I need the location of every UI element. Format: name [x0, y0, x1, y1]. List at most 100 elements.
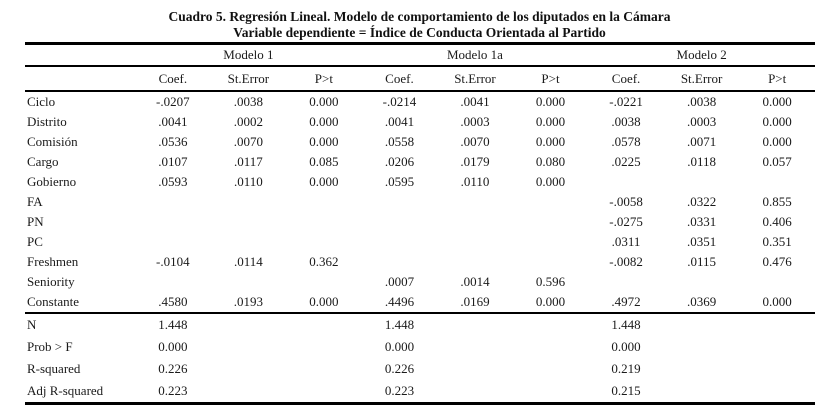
value-cell: .0071: [686, 134, 717, 150]
row-label: N: [27, 317, 37, 333]
value-cell: [362, 212, 438, 232]
model-stats-rows: N 1.448 1.448 1.448 Prob > F 0.000 0.000 0.000 R…: [25, 313, 815, 405]
value-cell: [211, 212, 287, 232]
value-cell: 0.223: [361, 380, 438, 405]
value-cell: [513, 336, 589, 358]
value-cell: 0.057: [762, 154, 792, 170]
coef-header: Coef.: [135, 66, 211, 93]
value-cell: .0536: [158, 134, 188, 150]
value-cell: 0.226: [384, 361, 415, 377]
value-cell: .0311: [611, 234, 641, 250]
value-cell: 0.215: [588, 380, 664, 405]
value-cell: .0322: [686, 194, 717, 210]
value-cell: [286, 272, 362, 292]
value-cell: 0.000: [309, 114, 339, 130]
value-cell: -.0058: [609, 194, 643, 210]
value-cell: 0.223: [135, 380, 211, 405]
sterror-header: St.Error: [663, 66, 740, 93]
value-cell: .0193: [210, 292, 287, 315]
value-cell: .4580: [135, 292, 211, 315]
value-cell: .0038: [611, 114, 641, 130]
value-cell: [664, 358, 740, 380]
value-cell: .0002: [233, 114, 263, 130]
value-cell: .0107: [158, 154, 188, 170]
value-cell: [437, 212, 513, 232]
value-cell: .0110: [460, 174, 490, 190]
value-cell: [211, 358, 287, 380]
row-label: Cargo: [27, 154, 59, 170]
value-cell: 0.000: [739, 292, 815, 315]
column-header-row: Coef. St.Error P>t Coef. St.Error P>t Co…: [25, 66, 815, 93]
value-cell: [286, 336, 362, 358]
value-cell: [211, 232, 287, 252]
value-cell: 0.000: [535, 94, 566, 110]
value-cell: [437, 192, 513, 212]
table-row: PC .0311 .0351 0.351: [25, 232, 815, 252]
value-cell: -.0207: [156, 94, 190, 110]
table-row: N 1.448 1.448 1.448: [25, 313, 815, 336]
table-title-line1: Cuadro 5. Regresión Lineal. Modelo de co…: [168, 9, 671, 24]
value-cell: .0206: [384, 154, 415, 170]
value-cell: .0225: [611, 154, 641, 170]
sterror-header: St.Error: [210, 66, 287, 93]
value-cell: 0.000: [309, 94, 339, 110]
value-cell: [512, 380, 589, 405]
value-cell: 0.000: [762, 114, 792, 130]
pt-header: P>t: [512, 66, 589, 93]
value-cell: .0578: [611, 134, 641, 150]
row-label: Gobierno: [27, 174, 77, 190]
value-cell: [739, 313, 815, 336]
row-label: Seniority: [27, 274, 75, 290]
value-cell: .0331: [686, 214, 717, 230]
value-cell: [664, 272, 740, 292]
table-row: Constante .4580.0193 0.000.4496.0169 0.000.…: [25, 292, 815, 315]
value-cell: 1.448: [611, 317, 641, 333]
model-1a-header: Modelo 1a: [361, 43, 589, 68]
table-row: Freshmen -.0104 .0114 0.362 -.0082 .0115 0.476: [25, 252, 815, 272]
value-cell: [211, 272, 287, 292]
row-label: R-squared: [27, 361, 81, 377]
value-cell: [664, 336, 740, 358]
value-cell: [664, 313, 740, 336]
row-label: Distrito: [27, 114, 67, 130]
value-cell: [210, 380, 287, 405]
value-cell: .0070: [460, 134, 490, 150]
value-cell: [437, 313, 513, 336]
value-cell: .0014: [460, 274, 490, 290]
value-cell: 0.362: [309, 254, 339, 270]
value-cell: [362, 192, 438, 212]
value-cell: [437, 336, 513, 358]
value-cell: .0038: [233, 94, 263, 110]
table-row: Prob > F 0.000 0.000 0.000: [25, 336, 815, 358]
value-cell: [211, 192, 287, 212]
value-cell: 0.000: [535, 114, 566, 130]
value-cell: .4496: [361, 292, 438, 315]
value-cell: -.0221: [609, 94, 643, 110]
row-label: Constante: [25, 292, 136, 315]
value-cell: 0.000: [384, 339, 415, 355]
table-row: R-squared 0.226 0.226 0.219: [25, 358, 815, 380]
value-cell: [286, 380, 362, 405]
value-cell: [513, 192, 589, 212]
value-cell: 0.406: [762, 214, 792, 230]
coef-header: Coef.: [588, 66, 664, 93]
value-cell: 0.080: [535, 154, 566, 170]
value-cell: 0.000: [535, 134, 566, 150]
value-cell: [211, 313, 287, 336]
value-cell: [513, 232, 589, 252]
table-title-block: Cuadro 5. Regresión Lineal. Modelo de co…: [0, 0, 839, 40]
row-label: Adj R-squared: [25, 380, 136, 405]
row-label: Ciclo: [27, 94, 56, 110]
model-1-header: Modelo 1: [135, 43, 362, 68]
value-cell: [437, 358, 513, 380]
value-cell: 0.219: [611, 361, 641, 377]
value-cell: 0.000: [611, 339, 641, 355]
value-cell: 0.855: [762, 194, 792, 210]
value-cell: .0118: [687, 154, 716, 170]
model-2-header: Modelo 2: [588, 43, 815, 68]
value-cell: [135, 192, 211, 212]
pt-header: P>t: [286, 66, 362, 93]
value-cell: [286, 313, 362, 336]
value-cell: 0.226: [158, 361, 188, 377]
